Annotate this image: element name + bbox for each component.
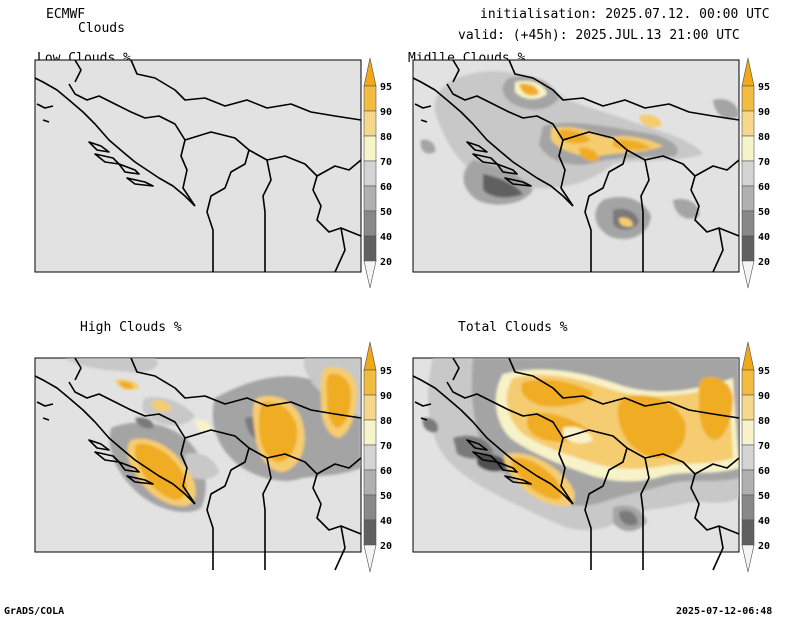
colorbar-tick-label: 40 bbox=[380, 516, 392, 527]
colorbar-tick-label: 20 bbox=[758, 541, 770, 552]
colorbar-tick-label: 40 bbox=[758, 516, 770, 527]
colorbar-tick-label: 95 bbox=[758, 366, 770, 377]
colorbar-tick-label: 80 bbox=[380, 132, 392, 143]
colorbar-tick-label: 95 bbox=[758, 82, 770, 93]
colorbar-tick-label: 50 bbox=[758, 207, 770, 218]
colorbar-tick-label: 20 bbox=[380, 257, 392, 268]
colorbar-tick-label: 60 bbox=[380, 466, 392, 477]
panel-title-high: High Clouds % bbox=[80, 320, 182, 335]
colorbar-tick-label: 80 bbox=[758, 132, 770, 143]
colorbar-tick-label: 80 bbox=[380, 416, 392, 427]
colorbar-tick-label: 90 bbox=[758, 107, 770, 118]
colorbar-tick-label: 90 bbox=[380, 107, 392, 118]
map-panel-total bbox=[412, 357, 740, 571]
colorbar-total bbox=[741, 341, 755, 573]
colorbar-tick-label: 70 bbox=[380, 157, 392, 168]
product-label: Clouds bbox=[78, 21, 125, 36]
model-label: ECMWF bbox=[46, 7, 86, 22]
colorbar-tick-label: 80 bbox=[758, 416, 770, 427]
map-panel-high bbox=[34, 357, 362, 571]
colorbar-low bbox=[363, 57, 377, 289]
colorbar-tick-label: 95 bbox=[380, 82, 392, 93]
colorbar-tick-label: 90 bbox=[380, 391, 392, 402]
colorbar-tick-label: 40 bbox=[758, 232, 770, 243]
colorbar-tick-label: 60 bbox=[758, 182, 770, 193]
footer-left: GrADS/COLA bbox=[4, 606, 65, 617]
initialisation-label: initialisation: 2025.07.12. 00:00 UTC bbox=[480, 7, 770, 22]
cloud-field-high bbox=[65, 358, 361, 513]
colorbar-tick-label: 70 bbox=[758, 441, 770, 452]
colorbar-tick-label: 90 bbox=[758, 391, 770, 402]
colorbar-tick-label: 95 bbox=[380, 366, 392, 377]
colorbar-tick-label: 20 bbox=[380, 541, 392, 552]
colorbar-tick-label: 70 bbox=[758, 157, 770, 168]
colorbar-tick-label: 50 bbox=[380, 491, 392, 502]
valid-label: valid: (+45h): 2025.JUL.13 21:00 UTC bbox=[458, 28, 740, 43]
colorbar-tick-label: 60 bbox=[758, 466, 770, 477]
map-panel-low bbox=[34, 59, 362, 273]
colorbar-tick-label: 40 bbox=[380, 232, 392, 243]
colorbar-middle bbox=[741, 57, 755, 289]
map-panel-middle bbox=[412, 59, 740, 273]
colorbar-tick-label: 60 bbox=[380, 182, 392, 193]
footer-right: 2025-07-12-06:48 bbox=[676, 606, 773, 617]
cloud-field-middle bbox=[420, 71, 739, 240]
colorbar-tick-label: 20 bbox=[758, 257, 770, 268]
panel-title-total: Total Clouds % bbox=[458, 320, 568, 335]
colorbar-tick-label: 70 bbox=[380, 441, 392, 452]
colorbar-high bbox=[363, 341, 377, 573]
colorbar-tick-label: 50 bbox=[380, 207, 392, 218]
colorbar-tick-label: 50 bbox=[758, 491, 770, 502]
